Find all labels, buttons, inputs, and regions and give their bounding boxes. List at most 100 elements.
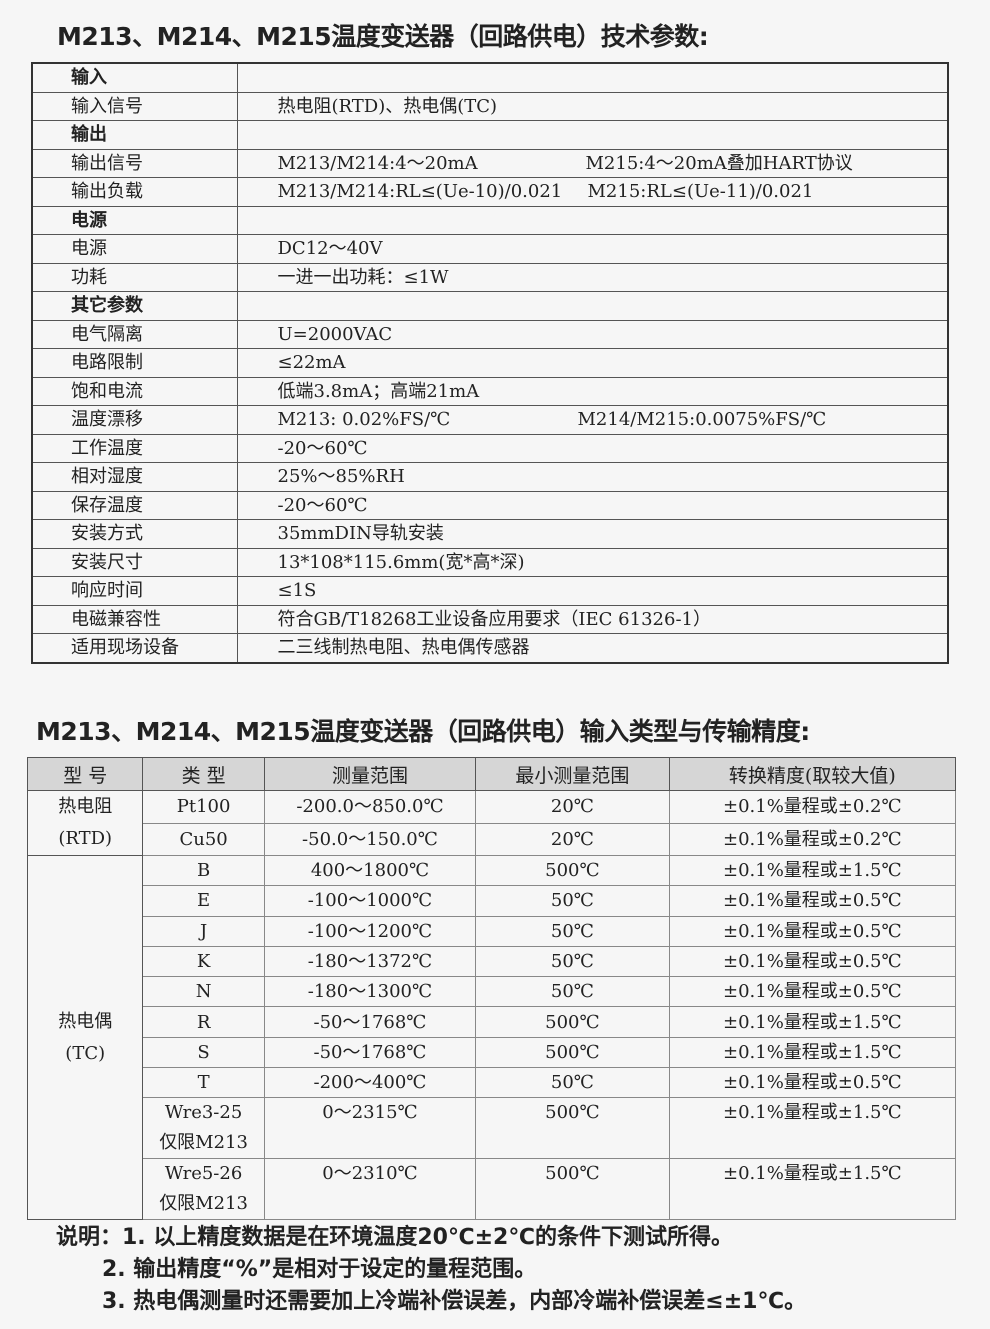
column-header: 转换精度(取较大值)	[668, 757, 957, 791]
param-value: 热电阻(RTD)、热电偶(TC)	[277, 95, 498, 117]
type-cell: Pt100	[142, 790, 265, 824]
min-range-cell: 50℃	[475, 885, 670, 917]
param-name: 响应时间	[31, 576, 238, 606]
min-range-cell: 500℃	[475, 854, 670, 887]
spec-row: 输出	[31, 120, 949, 150]
accuracy-cell: ±0.1%量程或±0.5℃	[668, 1067, 957, 1099]
spec-row: 输入	[31, 62, 949, 93]
range-cell: 400～1800℃	[263, 854, 477, 887]
type-cell: R	[142, 1006, 265, 1038]
type-cell: E	[142, 885, 265, 917]
min-range-cell: 50℃	[475, 976, 670, 1008]
min-range-cell: 20℃	[475, 822, 670, 856]
range-cell: -50.0～150.0℃	[263, 822, 477, 856]
spec-row: 电源	[31, 205, 949, 235]
range-cell: -200.0～850.0℃	[263, 790, 477, 824]
param-value: -20～60℃	[277, 437, 368, 459]
spec-row: 电磁兼容性 符合GB/T18268工业设备应用要求（IEC 61326-1）	[31, 604, 949, 634]
range-cell: 0～2315℃	[263, 1097, 477, 1160]
type-cell: N	[142, 976, 265, 1008]
param-name: 相对湿度	[31, 462, 238, 492]
min-range-cell: 50℃	[475, 945, 670, 978]
param-name: 电源	[31, 234, 238, 264]
param-name: 安装尺寸	[31, 547, 238, 577]
accuracy-cell: ±0.1%量程或±0.5℃	[668, 885, 957, 917]
accuracy-cell: ±0.1%量程或±1.5℃	[668, 1036, 957, 1069]
column-header: 型 号	[26, 757, 144, 791]
type-cell: J	[142, 915, 265, 947]
type-cell: B	[142, 854, 265, 887]
model-cell: 热电偶 (TC)	[26, 854, 144, 1221]
min-range-cell: 50℃	[475, 1067, 670, 1099]
min-range-cell: 500℃	[475, 1036, 670, 1069]
table-row: E -100～1000℃ 50℃ ±0.1%量程或±0.5℃	[28, 885, 957, 917]
min-range-cell: 20℃	[475, 790, 670, 824]
min-range-cell: 50℃	[475, 915, 670, 947]
param-value: -20～60℃	[277, 494, 368, 516]
range-cell: 0～2310℃	[263, 1158, 477, 1221]
spec-row: 电路限制 ≤22mA	[31, 348, 949, 378]
column-header: 测量范围	[263, 757, 477, 791]
model-cell: 热电阻 (RTD)	[26, 790, 144, 856]
param-name: 功耗	[31, 262, 238, 292]
table-row: S -50～1768℃ 500℃ ±0.1%量程或±1.5℃	[28, 1036, 957, 1069]
section-heading: 电源	[31, 205, 238, 235]
spec-row: 电气隔离 U=2000VAC	[31, 319, 949, 349]
spec-row: 温度漂移 M213: 0.02%FS/℃ M214/M215:0.0075%FS/℃	[31, 405, 949, 435]
param-name: 输入信号	[31, 91, 238, 121]
column-header: 类 型	[142, 757, 265, 791]
accuracy-cell: ±0.1%量程或±1.5℃	[668, 1097, 957, 1160]
spec-row: 输出信号 M213/M214:4～20mA M215:4～20mA叠加HART协议	[31, 148, 949, 178]
table-row: J -100～1200℃ 50℃ ±0.1%量程或±0.5℃	[28, 915, 957, 947]
param-value: 符合GB/T18268工业设备应用要求（IEC 61326-1）	[277, 608, 711, 630]
spec-row: 保存温度 -20～60℃	[31, 490, 949, 520]
note-2: 2. 输出精度“%”是相对于设定的量程范围。	[56, 1257, 537, 1282]
range-cell: -100～1000℃	[263, 885, 477, 917]
note-3: 3. 热电偶测量时还需要加上冷端补偿误差，内部冷端补偿误差≤±1℃。	[56, 1289, 807, 1314]
accuracy-table: 型 号类 型测量范围 最小测量范围 转换精度(取较大值) 热电阻 (RTD) Pt10…	[26, 757, 957, 1221]
spec-row: 电源 DC12～40V	[31, 234, 949, 264]
param-name: 输出负载	[31, 177, 238, 207]
table-row: R -50～1768℃ 500℃ ±0.1%量程或±1.5℃	[28, 1006, 957, 1038]
table-row: Wre3-25 仅限M213 0～2315℃ 500℃ ±0.1%量程或±1.5℃	[28, 1097, 957, 1160]
spec-row: 响应时间 ≤1S	[31, 576, 949, 606]
table-row: K -180～1372℃ 50℃ ±0.1%量程或±0.5℃	[28, 945, 957, 978]
spec-row: 功耗 一进一出功耗：≤1W	[31, 262, 949, 292]
param-name: 电路限制	[31, 348, 238, 378]
spec-title: M213、M214、M215温度变送器（回路供电）技术参数:	[57, 22, 709, 51]
type-cell: T	[142, 1067, 265, 1099]
param-value: U=2000VAC	[277, 323, 393, 345]
accuracy-cell: ±0.1%量程或±0.2℃	[668, 822, 957, 856]
spec-row: 输出负载 M213/M214:RL≤(Ue-10)/0.021 M215:RL≤(U…	[31, 177, 949, 207]
param-value: 二三线制热电阻、热电偶传感器	[277, 637, 530, 659]
param-name: 电磁兼容性	[31, 604, 238, 634]
range-cell: -200～400℃	[263, 1067, 477, 1099]
param-value: 35mmDIN导轨安装	[277, 523, 444, 545]
spec-row: 其它参数	[31, 291, 949, 321]
spec-row: 相对湿度 25%～85%RH	[31, 462, 949, 492]
range-cell: -50～1768℃	[263, 1006, 477, 1038]
accuracy-cell: ±0.1%量程或±0.5℃	[668, 945, 957, 978]
param-value: 一进一出功耗：≤1W	[277, 266, 449, 288]
param-value: M213/M214:RL≤(Ue-10)/0.021	[277, 181, 563, 203]
spec-table: 输入 输入信号 热电阻(RTD)、热电偶(TC) 输出 输出信号 M213/M214:4～…	[31, 62, 949, 664]
param-value: DC12～40V	[277, 238, 383, 260]
column-header: 最小测量范围	[475, 757, 670, 791]
spec-row: 工作温度 -20～60℃	[31, 433, 949, 463]
header-row: 型 号类 型测量范围 最小测量范围 转换精度(取较大值)	[26, 757, 957, 791]
type-cell: Cu50	[142, 822, 265, 856]
section-heading: 输出	[31, 120, 238, 150]
spec-row: 安装方式 35mmDIN导轨安装	[31, 519, 949, 549]
spec-row: 输入信号 热电阻(RTD)、热电偶(TC)	[31, 91, 949, 121]
param-value: ≤1S	[277, 580, 317, 602]
table-row: Wre5-26 仅限M213 0～2310℃ 500℃ ±0.1%量程或±1.5℃	[28, 1158, 957, 1221]
param-name: 电气隔离	[31, 319, 238, 349]
param-value: M213/M214:4～20mA	[277, 152, 478, 174]
accuracy-cell: ±0.1%量程或±1.5℃	[668, 854, 957, 887]
min-range-cell: 500℃	[475, 1006, 670, 1038]
param-name: 饱和电流	[31, 376, 238, 406]
param-name: 输出信号	[31, 148, 238, 178]
param-name: 保存温度	[31, 490, 238, 520]
range-cell: -180～1300℃	[263, 976, 477, 1008]
spec-row: 适用现场设备 二三线制热电阻、热电偶传感器	[31, 633, 949, 663]
